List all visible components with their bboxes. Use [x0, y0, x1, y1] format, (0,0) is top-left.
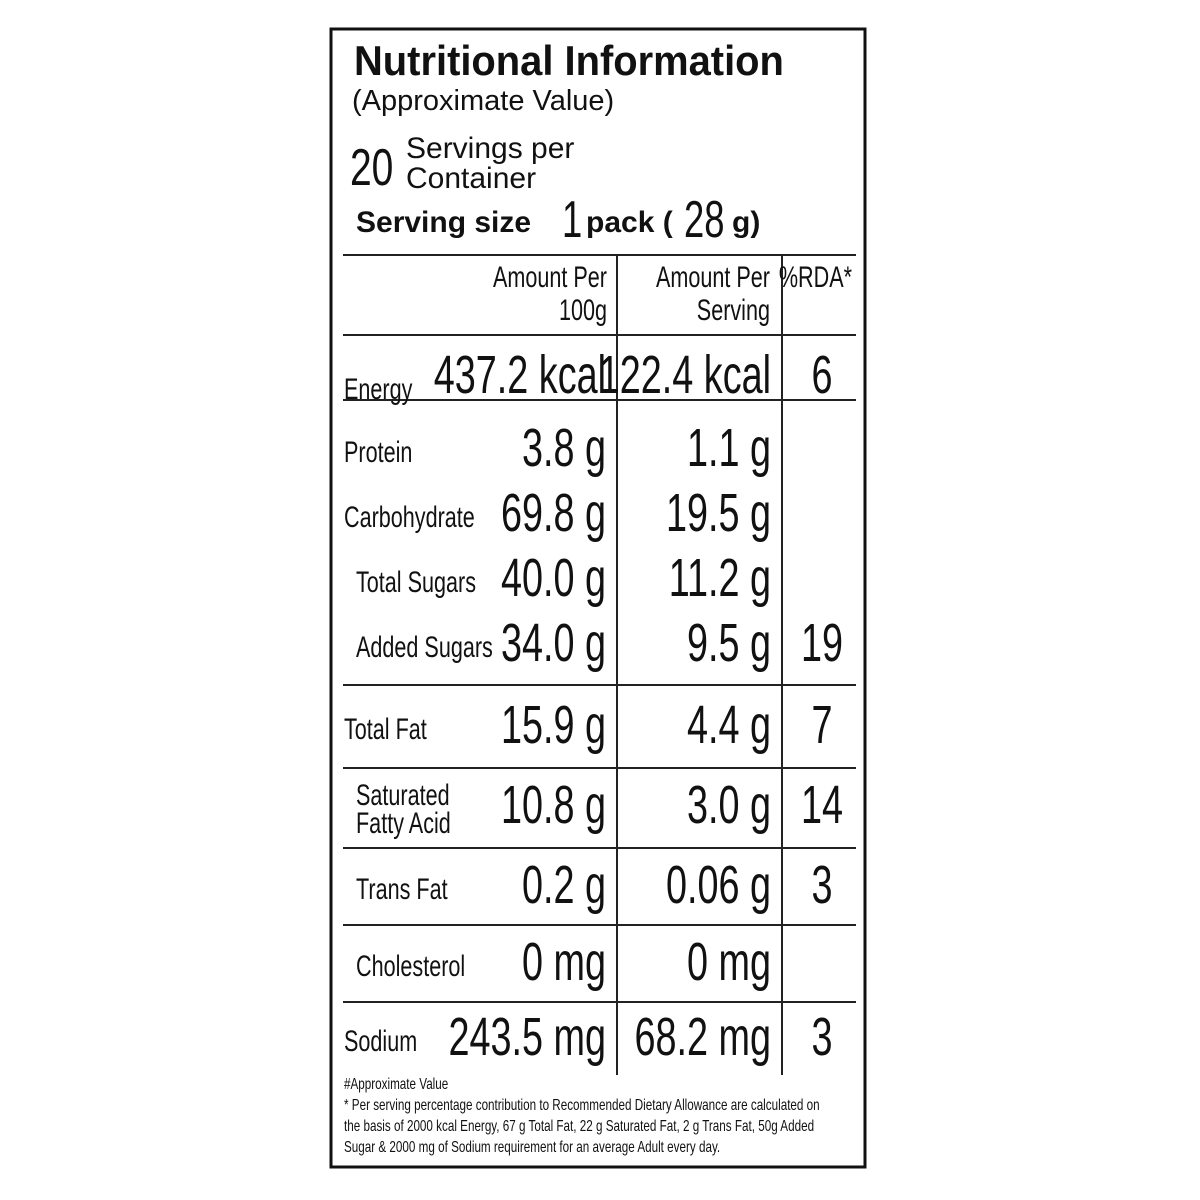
row-label: Cholesterol — [356, 948, 465, 982]
footnote: #Approximate Value — [344, 1074, 448, 1092]
per-serving: 3.0 g — [687, 774, 771, 834]
per-100g: 15.9 g — [501, 694, 606, 754]
row-label: Trans Fat — [356, 871, 448, 905]
per-serving: 0 mg — [687, 931, 771, 991]
per-serving: 0.06 g — [666, 854, 771, 914]
per-serving: 4.4 g — [687, 694, 771, 754]
serving-size: 28 — [684, 189, 724, 248]
serving-size: g) — [732, 206, 760, 239]
serving-size: pack ( — [586, 206, 673, 239]
footnote: * Per serving percentage contribution to… — [344, 1095, 820, 1113]
servings-text: Container — [406, 162, 536, 195]
servings-text: Servings per — [406, 132, 574, 165]
serving-size: Serving size — [356, 206, 531, 239]
column-header: 100g — [559, 292, 607, 326]
row-label: Saturated — [356, 777, 450, 811]
rda: 7 — [811, 694, 832, 754]
label-border — [329, 27, 867, 1169]
column-header: Amount Per — [493, 259, 607, 293]
per-serving: 68.2 mg — [634, 1006, 771, 1066]
per-100g: 40.0 g — [501, 547, 606, 607]
row-label: Added Sugars — [356, 629, 493, 663]
per-serving: 1.1 g — [687, 417, 771, 477]
per-100g: 10.8 g — [501, 774, 606, 834]
row-label: Carbohydrate — [344, 499, 475, 533]
row-label: Energy — [344, 371, 413, 405]
per-serving: 122.4 kcal — [599, 344, 771, 404]
column-header: Amount Per — [656, 259, 770, 293]
subtitle: (Approximate Value) — [352, 85, 614, 117]
rda: 6 — [811, 344, 832, 404]
rda: 14 — [801, 774, 843, 834]
per-100g: 437.2 kcal — [434, 344, 606, 404]
footnote: the basis of 2000 kcal Energy, 67 g Tota… — [344, 1116, 814, 1134]
row-label: Total Sugars — [356, 564, 476, 598]
per-100g: 69.8 g — [501, 482, 606, 542]
column-header: Serving — [697, 292, 770, 326]
row-label: Fatty Acid — [356, 805, 451, 839]
column-header: %RDA* — [779, 259, 852, 293]
per-100g: 3.8 g — [522, 417, 606, 477]
rda: 19 — [801, 612, 843, 672]
per-100g: 0 mg — [522, 931, 606, 991]
per-100g: 0.2 g — [522, 854, 606, 914]
servings-count: 20 — [350, 137, 393, 196]
row-label: Protein — [344, 434, 412, 468]
title: Nutritional Information — [354, 37, 784, 84]
row-label: Total Fat — [344, 711, 427, 745]
per-serving: 9.5 g — [687, 612, 771, 672]
per-serving: 11.2 g — [669, 547, 771, 607]
rda: 3 — [811, 1006, 832, 1066]
per-100g: 34.0 g — [501, 612, 606, 672]
footnote: Sugar & 2000 mg of Sodium requirement fo… — [344, 1137, 720, 1155]
per-serving: 19.5 g — [666, 482, 771, 542]
serving-size: 1 — [562, 189, 582, 248]
rda: 3 — [811, 854, 832, 914]
row-label: Sodium — [344, 1023, 417, 1057]
per-100g: 243.5 mg — [448, 1006, 606, 1066]
